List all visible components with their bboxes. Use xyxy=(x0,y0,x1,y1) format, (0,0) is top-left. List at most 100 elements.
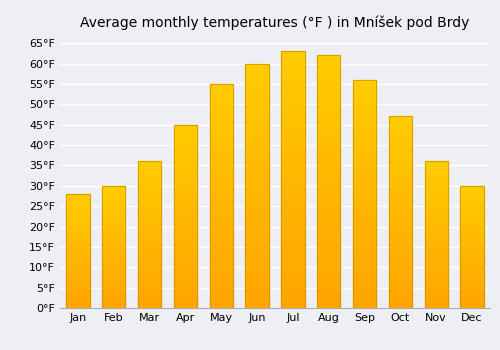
Bar xyxy=(246,176,268,181)
Bar xyxy=(66,281,90,283)
Bar xyxy=(389,120,412,124)
Bar xyxy=(282,123,304,128)
Bar xyxy=(460,276,483,279)
Bar xyxy=(282,82,304,87)
Bar xyxy=(424,252,448,255)
Bar xyxy=(102,259,126,261)
Bar xyxy=(389,132,412,136)
Bar xyxy=(317,232,340,237)
Bar xyxy=(317,121,340,126)
Bar xyxy=(282,180,304,185)
Bar xyxy=(102,254,126,257)
Bar xyxy=(66,251,90,253)
Bar xyxy=(174,282,197,286)
Bar xyxy=(66,278,90,281)
Bar xyxy=(424,305,448,308)
Bar xyxy=(138,258,161,261)
Bar xyxy=(424,232,448,235)
Bar xyxy=(317,80,340,86)
Bar xyxy=(389,296,412,300)
Bar xyxy=(389,174,412,178)
Bar xyxy=(210,254,233,259)
Bar xyxy=(389,281,412,285)
Bar xyxy=(424,279,448,282)
Bar xyxy=(460,191,483,193)
Bar xyxy=(317,71,340,76)
Bar xyxy=(246,225,268,230)
Bar xyxy=(389,205,412,208)
Bar xyxy=(174,231,197,234)
Bar xyxy=(389,293,412,296)
Bar xyxy=(102,223,126,225)
Bar xyxy=(102,288,126,291)
Bar xyxy=(424,179,448,182)
Bar xyxy=(66,242,90,244)
Bar xyxy=(317,192,340,197)
Bar xyxy=(138,199,161,202)
Bar xyxy=(353,189,376,194)
Bar xyxy=(174,286,197,290)
Bar xyxy=(102,225,126,227)
Bar xyxy=(102,220,126,223)
Bar xyxy=(389,224,412,228)
Bar xyxy=(282,282,304,287)
Bar xyxy=(138,176,161,179)
Bar xyxy=(210,196,233,201)
Bar xyxy=(246,264,268,269)
Bar xyxy=(282,67,304,72)
Bar xyxy=(66,292,90,294)
Bar xyxy=(138,261,161,264)
Bar xyxy=(353,258,376,262)
Bar xyxy=(317,172,340,177)
Bar xyxy=(174,128,197,132)
Bar xyxy=(66,194,90,196)
Bar xyxy=(353,248,376,253)
Bar xyxy=(317,65,340,71)
Bar xyxy=(246,63,268,308)
Bar xyxy=(353,116,376,121)
Bar xyxy=(424,214,448,217)
Bar xyxy=(138,229,161,232)
Bar xyxy=(210,151,233,156)
Bar xyxy=(353,180,376,185)
Bar xyxy=(138,205,161,208)
Bar xyxy=(246,166,268,171)
Bar xyxy=(460,193,483,196)
Bar xyxy=(210,241,233,245)
Bar xyxy=(102,286,126,288)
Bar xyxy=(424,267,448,270)
Bar xyxy=(66,203,90,205)
Bar xyxy=(102,252,126,254)
Bar xyxy=(282,175,304,180)
Bar xyxy=(460,198,483,201)
Bar xyxy=(317,222,340,227)
Bar xyxy=(389,186,412,189)
Bar xyxy=(317,288,340,293)
Bar xyxy=(210,102,233,106)
Bar xyxy=(246,127,268,132)
Bar xyxy=(389,159,412,162)
Bar xyxy=(317,131,340,136)
Bar xyxy=(138,196,161,200)
Bar xyxy=(246,117,268,122)
Bar xyxy=(246,152,268,156)
Bar xyxy=(460,303,483,306)
Bar xyxy=(282,72,304,77)
Bar xyxy=(210,156,233,160)
Bar xyxy=(424,164,448,167)
Bar xyxy=(424,182,448,185)
Bar xyxy=(282,236,304,241)
Bar xyxy=(102,298,126,301)
Bar xyxy=(389,289,412,293)
Bar xyxy=(460,291,483,293)
Bar xyxy=(174,176,197,180)
Bar xyxy=(246,83,268,88)
Bar xyxy=(353,262,376,267)
Bar xyxy=(210,245,233,250)
Bar xyxy=(282,216,304,221)
Bar xyxy=(460,234,483,237)
Bar xyxy=(353,162,376,167)
Bar xyxy=(460,196,483,198)
Bar xyxy=(174,183,197,187)
Bar xyxy=(246,293,268,298)
